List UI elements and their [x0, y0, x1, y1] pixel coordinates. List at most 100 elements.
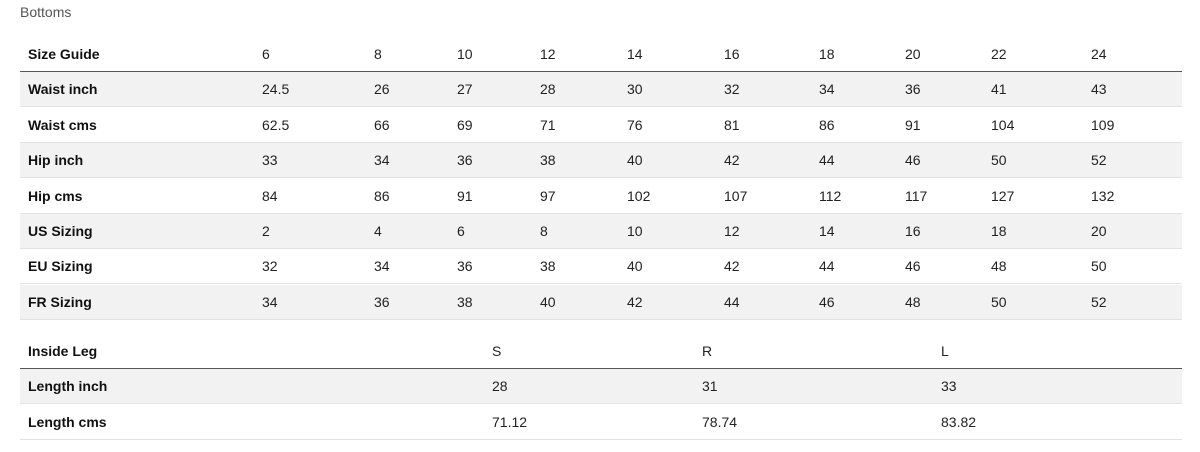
- column-header: 16: [724, 46, 740, 62]
- row-label: US Sizing: [28, 223, 93, 239]
- cell-value: 40: [540, 293, 556, 310]
- cell-value: 48: [991, 258, 1007, 275]
- cell-value: 46: [905, 152, 921, 169]
- column-header: 8: [374, 46, 382, 62]
- cell-value: 109: [1091, 116, 1115, 133]
- section-title: Bottoms: [20, 4, 72, 20]
- column-header: L: [941, 343, 949, 359]
- cell-value: 12: [724, 223, 740, 239]
- column-header: 20: [905, 46, 921, 62]
- cell-value: 46: [905, 258, 921, 275]
- cell-value: 44: [819, 152, 835, 169]
- row-label: Hip cms: [28, 187, 83, 204]
- row-label: Length inch: [28, 378, 108, 395]
- cell-value: 46: [819, 293, 835, 310]
- column-header: 18: [819, 46, 835, 62]
- cell-value: 66: [374, 116, 390, 133]
- column-header: 24: [1091, 46, 1107, 62]
- row-label: FR Sizing: [28, 293, 92, 310]
- column-header: 10: [457, 46, 473, 62]
- column-header: R: [702, 343, 713, 359]
- table-row: Hip cms 84 86 91 97 102 107 112 117 127 132: [20, 179, 1182, 214]
- cell-value: 44: [724, 293, 740, 310]
- cell-value: 26: [374, 81, 390, 98]
- row-label: EU Sizing: [28, 258, 93, 275]
- cell-value: 42: [627, 293, 643, 310]
- cell-value: 91: [905, 116, 921, 133]
- row-label: Inside Leg: [28, 343, 98, 359]
- cell-value: 34: [819, 81, 835, 98]
- cell-value: 52: [1091, 293, 1107, 310]
- cell-value: 40: [627, 258, 643, 275]
- cell-value: 32: [724, 81, 740, 98]
- cell-value: 41: [991, 81, 1007, 98]
- cell-value: 34: [262, 293, 278, 310]
- header-row: Inside Leg S R L: [20, 334, 1182, 369]
- cell-value: 48: [905, 293, 921, 310]
- cell-value: 83.82: [941, 413, 977, 430]
- cell-value: 36: [374, 293, 390, 310]
- cell-value: 20: [1091, 223, 1107, 239]
- cell-value: 42: [724, 152, 740, 169]
- cell-value: 34: [374, 258, 390, 275]
- cell-value: 43: [1091, 81, 1107, 98]
- cell-value: 28: [540, 81, 556, 98]
- column-header: 12: [540, 46, 556, 62]
- cell-value: 50: [991, 152, 1007, 169]
- cell-value: 52: [1091, 152, 1107, 169]
- cell-value: 117: [905, 187, 928, 204]
- table-row: Length cms 71.12 78.74 83.82: [20, 405, 1182, 440]
- cell-value: 33: [941, 378, 957, 395]
- table-row: Waist cms 62.5 66 69 71 76 81 86 91 104 109: [20, 108, 1182, 143]
- cell-value: 30: [627, 81, 643, 98]
- cell-value: 107: [724, 187, 748, 204]
- cell-value: 76: [627, 116, 643, 133]
- cell-value: 38: [457, 293, 473, 310]
- cell-value: 112: [819, 187, 842, 204]
- cell-value: 2: [262, 223, 270, 239]
- table-row: Waist inch 24.5 26 27 28 30 32 34 36 41 43: [20, 72, 1182, 108]
- cell-value: 102: [627, 187, 651, 204]
- table-row: FR Sizing 34 36 38 40 42 44 46 48 50 52: [20, 284, 1182, 320]
- header-row: Size Guide 6 8 10 12 14 16 18 20 22 24: [20, 37, 1182, 72]
- cell-value: 18: [991, 223, 1007, 239]
- cell-value: 38: [540, 152, 556, 169]
- cell-value: 10: [627, 223, 643, 239]
- row-label: Length cms: [28, 413, 107, 430]
- cell-value: 81: [724, 116, 740, 133]
- cell-value: 71.12: [492, 413, 528, 430]
- column-header: 22: [991, 46, 1007, 62]
- cell-value: 127: [991, 187, 1015, 204]
- cell-value: 6: [457, 223, 465, 239]
- cell-value: 50: [1091, 258, 1107, 275]
- row-label: Hip inch: [28, 152, 84, 169]
- cell-value: 91: [457, 187, 473, 204]
- cell-value: 71: [540, 116, 556, 133]
- cell-value: 44: [819, 258, 835, 275]
- column-header: 6: [262, 46, 270, 62]
- table-row: Length inch 28 31 33: [20, 369, 1182, 405]
- cell-value: 4: [374, 223, 382, 239]
- cell-value: 97: [540, 187, 556, 204]
- cell-value: 16: [905, 223, 921, 239]
- cell-value: 78.74: [702, 413, 738, 430]
- cell-value: 34: [374, 152, 390, 169]
- cell-value: 132: [1091, 187, 1115, 204]
- cell-value: 8: [540, 223, 548, 239]
- cell-value: 84: [262, 187, 278, 204]
- cell-value: 42: [724, 258, 740, 275]
- cell-value: 28: [492, 378, 508, 395]
- cell-value: 32: [262, 258, 278, 275]
- cell-value: 31: [702, 378, 718, 395]
- cell-value: 40: [627, 152, 643, 169]
- cell-value: 14: [819, 223, 835, 239]
- cell-value: 27: [457, 81, 473, 98]
- cell-value: 38: [540, 258, 556, 275]
- column-header: S: [492, 343, 502, 359]
- row-label: Waist inch: [28, 81, 98, 98]
- cell-value: 86: [374, 187, 390, 204]
- cell-value: 62.5: [262, 116, 290, 133]
- row-label: Size Guide: [28, 46, 100, 62]
- cell-value: 36: [457, 258, 473, 275]
- cell-value: 86: [819, 116, 835, 133]
